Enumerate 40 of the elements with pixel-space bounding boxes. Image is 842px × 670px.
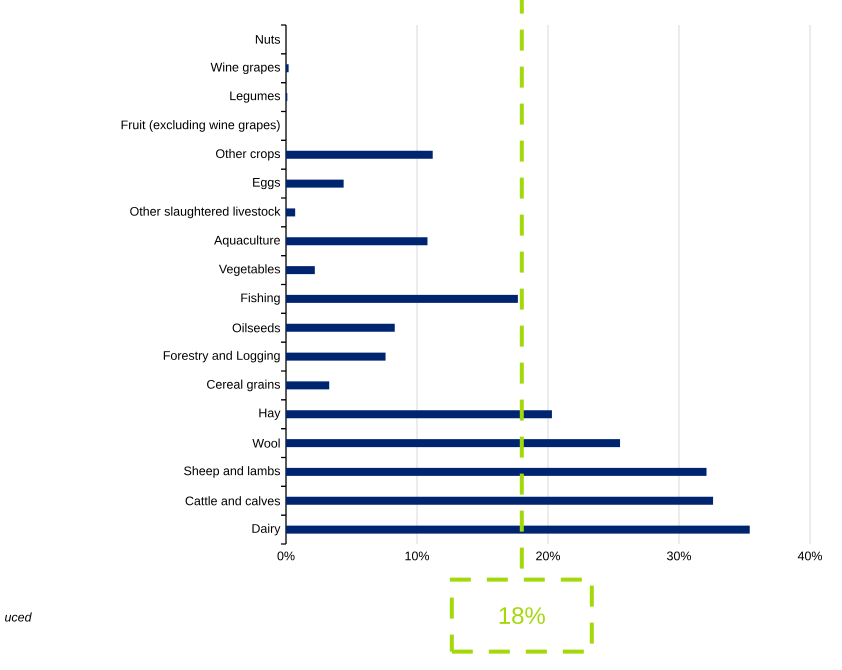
x-tick-label: 30%	[667, 552, 692, 560]
y-tick-label: Fishing	[241, 293, 280, 305]
ref-line-label: 18%	[500, 607, 545, 624]
bar	[286, 468, 707, 476]
bar	[286, 439, 620, 448]
y-tick-label: Wool	[252, 438, 280, 448]
y-tick-label: Sheep and lambs	[184, 466, 280, 478]
y-tick-label: Legumes	[230, 92, 280, 103]
bar	[286, 180, 344, 188]
y-tick-label: Dairy	[252, 524, 280, 536]
y-tick-label: Cereal grains	[207, 380, 280, 392]
y-tick-label: Vegetables	[218, 264, 280, 276]
bar	[286, 237, 428, 246]
bar	[286, 496, 714, 505]
y-tick-label: Eggs	[253, 178, 280, 190]
bar	[286, 64, 289, 72]
x-tick-label: 0%	[277, 552, 295, 560]
bar	[286, 208, 296, 216]
y-tick-label: Cattle and calves	[186, 496, 280, 506]
x-tick-label: 20%	[536, 552, 560, 560]
y-tick-label: Hay	[259, 408, 280, 420]
y-tick-label: Wine grapes	[210, 62, 280, 74]
y-tick-label: Other crops	[216, 148, 280, 161]
y-tick-label: Aquaculture	[214, 235, 280, 248]
bar	[286, 352, 386, 361]
x-tick-label: 10%	[405, 552, 430, 560]
y-tick-label: Oilseeds	[232, 323, 280, 332]
bar	[286, 410, 552, 418]
bar	[286, 381, 330, 390]
x-tick-label: 40%	[798, 552, 822, 560]
y-tick-label: Other slaughtered livestock	[130, 206, 280, 218]
y-tick-label: Forestry and Logging	[164, 350, 280, 362]
y-tick-label: Fruit (excluding wine grapes)	[122, 120, 280, 132]
bar	[286, 324, 395, 332]
bar	[286, 294, 518, 303]
bar	[286, 526, 750, 534]
bar	[286, 266, 315, 274]
y-tick-label: Nuts	[256, 35, 280, 44]
bar	[286, 150, 433, 159]
text: uced	[5, 612, 32, 622]
